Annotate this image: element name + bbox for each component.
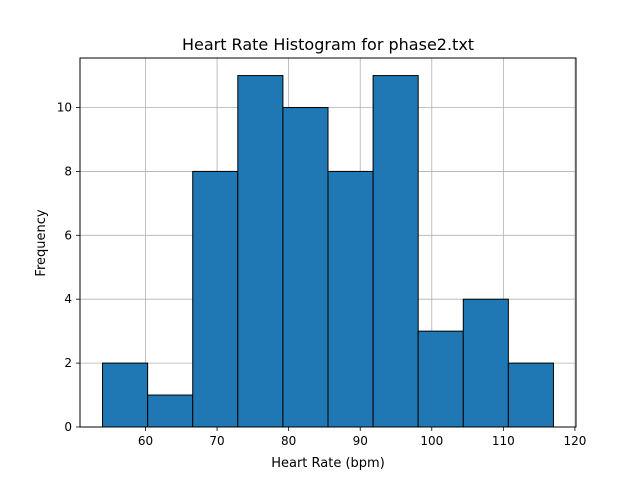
- y-tick-label: 0: [64, 420, 72, 434]
- histogram-bar: [417, 330, 464, 428]
- plot-frame: [79, 57, 577, 428]
- y-tick-label: 4: [64, 292, 72, 306]
- histogram-bar: [372, 75, 419, 428]
- histogram-bar: [282, 107, 329, 428]
- histogram-bar: [237, 75, 284, 428]
- histogram-bar: [147, 394, 194, 428]
- histogram-bar: [327, 170, 374, 428]
- y-tick-label: 8: [64, 164, 72, 178]
- x-tick-label: 80: [281, 434, 296, 448]
- ticks-layer: 60 70 80 90 100 110 120 0 2 4 6 8 10: [57, 101, 587, 448]
- y-tick-label: 2: [64, 356, 72, 370]
- x-tick-label: 90: [353, 434, 368, 448]
- chart-title: Heart Rate Histogram for phase2.txt: [182, 35, 474, 54]
- y-axis-label: Frequency: [34, 209, 49, 276]
- x-tick-label: 110: [492, 434, 515, 448]
- x-tick-label: 120: [563, 434, 586, 448]
- y-tick-label: 6: [64, 228, 72, 242]
- x-tick-label: 60: [138, 434, 153, 448]
- x-tick-label: 100: [420, 434, 443, 448]
- x-tick-label: 70: [209, 434, 224, 448]
- y-tick-label: 10: [57, 101, 72, 115]
- histogram-bar: [102, 362, 149, 428]
- histogram-bar: [192, 170, 239, 428]
- x-axis-label: Heart Rate (bpm): [271, 456, 385, 471]
- histogram-bar: [507, 362, 554, 428]
- histogram-bar: [462, 298, 509, 428]
- bars-layer: [102, 75, 554, 428]
